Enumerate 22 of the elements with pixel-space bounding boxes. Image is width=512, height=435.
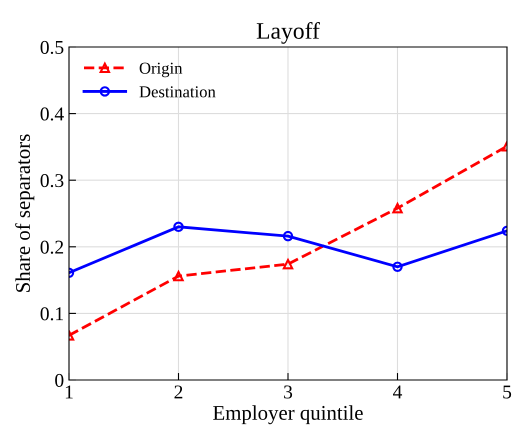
x-tick-label: 4 (393, 386, 402, 398)
point (392, 202, 403, 214)
point (282, 230, 294, 242)
y-tick-label: 0 (55, 374, 64, 387)
y-axis-title: Share of separators (15, 134, 34, 292)
chart-title: Layoff (256, 22, 320, 44)
legend-label: Destination (139, 86, 216, 98)
x-tick-label: 2 (174, 385, 182, 398)
point (392, 262, 403, 272)
point (173, 270, 184, 282)
point (282, 258, 294, 270)
x-tick-label: 1 (66, 386, 73, 398)
y-tick-label: 0.5 (40, 40, 64, 54)
y-tick-label: 0.2 (40, 240, 64, 254)
y-tick-label: 0.1 (40, 307, 63, 320)
x-tick-label: 5 (503, 386, 512, 399)
legend-label: Origin (140, 62, 182, 78)
x-axis-title: Employer quintile (213, 405, 363, 424)
x-tick-label: 3 (284, 385, 292, 399)
y-tick-label: 0.4 (40, 107, 64, 121)
y-tick-label: 0.3 (40, 174, 64, 188)
point (173, 222, 184, 232)
